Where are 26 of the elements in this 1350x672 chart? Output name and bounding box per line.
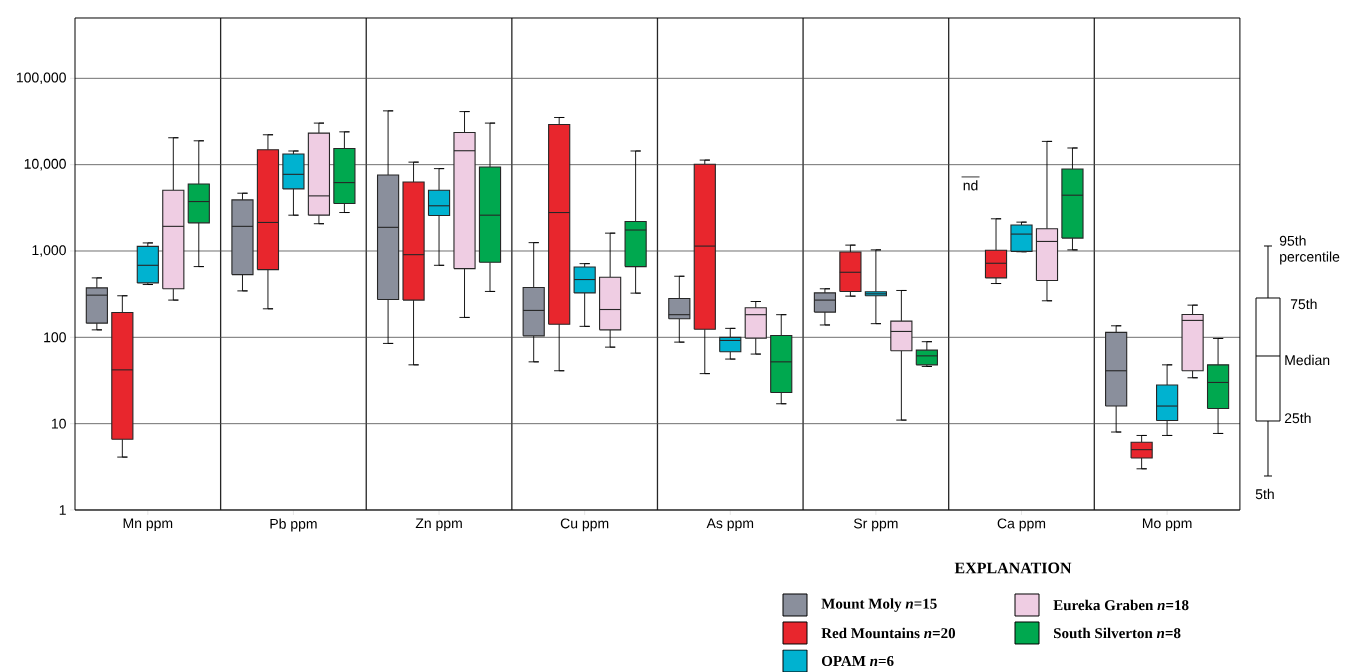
- y-tick-label: 1,000: [32, 245, 66, 257]
- text: 25th: [1284, 412, 1311, 424]
- legend-label: Mount Moly n=15: [821, 598, 937, 612]
- y-tick-label: 10: [51, 418, 66, 429]
- text: 95th percentile: [1279, 235, 1340, 265]
- legend-title: EXPLANATION: [954, 562, 1072, 574]
- text: Median: [1285, 354, 1330, 366]
- x-tick-label: Ca ppm: [997, 518, 1046, 532]
- legend-label: Eureka Graben n=18: [1053, 599, 1189, 611]
- legend-label: South Silverton n=8: [1054, 627, 1181, 639]
- x-tick-label: Cu ppm: [560, 518, 609, 532]
- legend-label: Red Mountains n=20: [821, 627, 956, 639]
- x-tick-label: Zn ppm: [415, 518, 462, 532]
- y-tick-label: 10,000: [24, 158, 66, 171]
- x-tick-label: Sr ppm: [853, 518, 898, 532]
- y-tick-label: 100,000: [16, 72, 66, 85]
- text: 5th: [1255, 488, 1274, 500]
- x-tick-label: Mn ppm: [123, 518, 173, 532]
- x-tick-label: As ppm: [706, 518, 754, 532]
- y-tick-label: 100: [44, 332, 66, 343]
- x-tick-label: Pb ppm: [270, 518, 317, 532]
- y-tick-label: 1: [59, 505, 66, 515]
- text: 75th: [1290, 298, 1317, 310]
- x-tick-label: Mo ppm: [1142, 518, 1192, 532]
- legend-label: OPAM n=6: [821, 655, 894, 667]
- annotation: nd: [963, 180, 978, 191]
